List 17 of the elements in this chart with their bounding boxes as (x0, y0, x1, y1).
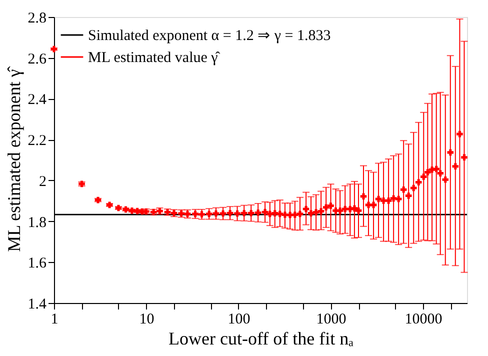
y-tick-label: 2.8 (28, 10, 46, 26)
y-tick-label: 1.8 (28, 214, 46, 231)
y-axis-title: ML estimated exponent γ̂ (4, 66, 24, 252)
x-tick-label: 10000 (404, 312, 442, 328)
legend-label: ML estimated value γ̂ (88, 50, 221, 66)
y-tick-label: 2.2 (28, 133, 46, 150)
y-tick-label: 2 (39, 174, 46, 190)
x-tick-label: 1 (50, 312, 58, 328)
x-tick-label: 10 (139, 312, 154, 328)
y-tick-label: 2.4 (28, 92, 47, 108)
y-tick-label: 1.4 (28, 296, 47, 312)
x-axis-title: Lower cut-off of the fit nₐ (168, 328, 354, 348)
x-tick-label: 100 (228, 312, 250, 328)
y-tick-label: 2.6 (28, 51, 47, 68)
x-tick-label: 1000 (316, 312, 346, 328)
legend-label: Simulated exponent α = 1.2 ⇒ γ = 1.833 (88, 28, 331, 44)
y-tick-label: 1.6 (28, 256, 47, 272)
